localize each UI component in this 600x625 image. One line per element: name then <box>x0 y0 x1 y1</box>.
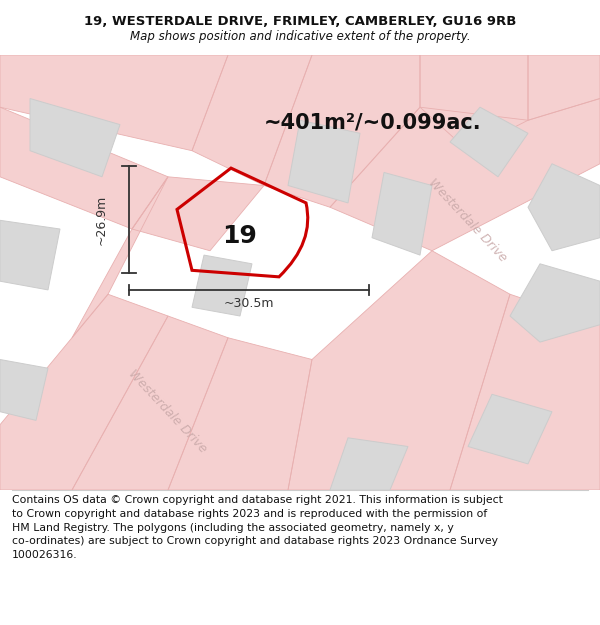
Polygon shape <box>0 359 48 421</box>
Polygon shape <box>528 55 600 120</box>
Polygon shape <box>0 294 168 490</box>
Polygon shape <box>450 294 600 490</box>
Polygon shape <box>330 99 600 251</box>
Polygon shape <box>192 255 252 316</box>
Text: 19: 19 <box>223 224 257 248</box>
Polygon shape <box>468 394 552 464</box>
Polygon shape <box>168 338 312 490</box>
Polygon shape <box>0 220 60 290</box>
Polygon shape <box>450 107 528 177</box>
Polygon shape <box>330 438 408 490</box>
Polygon shape <box>0 107 168 229</box>
Polygon shape <box>72 177 168 338</box>
Polygon shape <box>192 55 312 186</box>
Polygon shape <box>528 164 600 251</box>
Polygon shape <box>72 316 228 490</box>
Polygon shape <box>420 55 528 151</box>
Text: Westerdale Drive: Westerdale Drive <box>126 368 210 456</box>
Text: Map shows position and indicative extent of the property.: Map shows position and indicative extent… <box>130 30 470 43</box>
Text: 19, WESTERDALE DRIVE, FRIMLEY, CAMBERLEY, GU16 9RB: 19, WESTERDALE DRIVE, FRIMLEY, CAMBERLEY… <box>84 16 516 28</box>
Polygon shape <box>510 264 600 342</box>
Text: ~401m²/~0.099ac.: ~401m²/~0.099ac. <box>264 112 482 132</box>
Polygon shape <box>288 251 510 490</box>
Polygon shape <box>132 177 264 251</box>
Text: Contains OS data © Crown copyright and database right 2021. This information is : Contains OS data © Crown copyright and d… <box>12 496 503 560</box>
Text: ~30.5m: ~30.5m <box>224 298 274 311</box>
Polygon shape <box>30 99 120 177</box>
Polygon shape <box>0 55 228 151</box>
Text: Westerdale Drive: Westerdale Drive <box>426 176 510 264</box>
Polygon shape <box>372 173 432 255</box>
Text: ~26.9m: ~26.9m <box>94 194 107 244</box>
Polygon shape <box>288 120 360 203</box>
Polygon shape <box>264 55 420 208</box>
